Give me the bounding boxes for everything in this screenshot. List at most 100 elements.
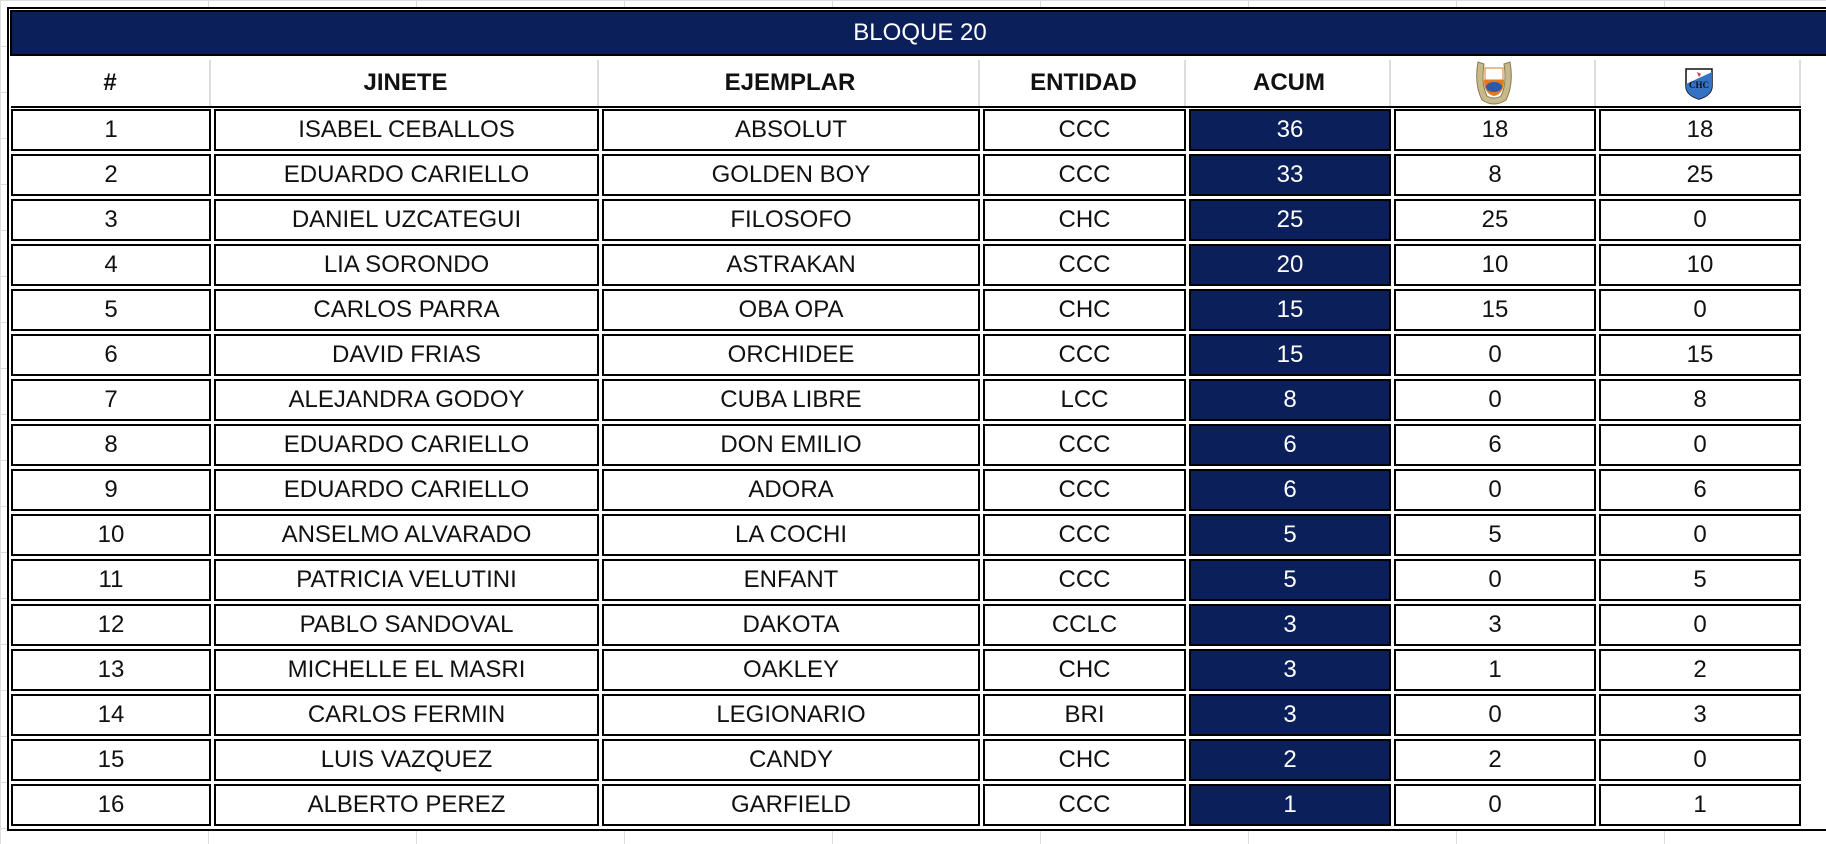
stage1-points-cell: 5 — [1394, 514, 1596, 556]
horse-cell: DON EMILIO — [602, 424, 980, 466]
rank-cell: 7 — [11, 379, 211, 421]
horse-cell: FILOSOFO — [602, 199, 980, 241]
stage2-points-cell: 0 — [1599, 424, 1801, 466]
column-header: ENTIDAD — [983, 60, 1186, 106]
stage2-points-cell: 18 — [1599, 109, 1801, 151]
table-row: 8 EDUARDO CARIELLO DON EMILIO CCC 6 6 0 — [11, 424, 1801, 466]
rank-cell: 13 — [11, 649, 211, 691]
horse-cell: LEGIONARIO — [602, 694, 980, 736]
standings-table: # JINETE EJEMPLAR ENTIDAD ACUM CHC 1 ISABEL CE… — [8, 57, 1804, 829]
rider-cell: ALEJANDRA GODOY — [214, 379, 599, 421]
entity-cell: CCC — [983, 109, 1186, 151]
entity-cell: CCC — [983, 424, 1186, 466]
stage1-points-cell: 1 — [1394, 649, 1596, 691]
rank-cell: 14 — [11, 694, 211, 736]
horse-cell: GARFIELD — [602, 784, 980, 826]
stage2-points-cell: 25 — [1599, 154, 1801, 196]
stage2-points-cell: 0 — [1599, 604, 1801, 646]
stage2-points-cell: 2 — [1599, 649, 1801, 691]
stage1-points-cell: 25 — [1394, 199, 1596, 241]
stage2-points-cell: 8 — [1599, 379, 1801, 421]
rank-cell: 5 — [11, 289, 211, 331]
entity-cell: CCC — [983, 559, 1186, 601]
column-header: ACUM — [1189, 60, 1391, 106]
stage1-points-cell: 0 — [1394, 559, 1596, 601]
rank-cell: 4 — [11, 244, 211, 286]
table-row: 15 LUIS VAZQUEZ CANDY CHC 2 2 0 — [11, 739, 1801, 781]
rider-cell: DAVID FRIAS — [214, 334, 599, 376]
entity-cell: CCC — [983, 154, 1186, 196]
stage2-points-cell: 10 — [1599, 244, 1801, 286]
rider-cell: MICHELLE EL MASRI — [214, 649, 599, 691]
stage2-points-cell: 0 — [1599, 289, 1801, 331]
stage1-points-cell: 15 — [1394, 289, 1596, 331]
horse-cell: DAKOTA — [602, 604, 980, 646]
rank-cell: 6 — [11, 334, 211, 376]
table-row: 1 ISABEL CEBALLOS ABSOLUT CCC 36 18 18 — [11, 109, 1801, 151]
rank-cell: 15 — [11, 739, 211, 781]
table-row: 3 DANIEL UZCATEGUI FILOSOFO CHC 25 25 0 — [11, 199, 1801, 241]
acum-cell: 6 — [1189, 469, 1391, 511]
standings-sheet: BLOQUE 20 # JINETE EJEMPLAR ENTIDAD ACUM CHC … — [7, 7, 1826, 831]
rider-cell: EDUARDO CARIELLO — [214, 469, 599, 511]
rider-cell: ALBERTO PEREZ — [214, 784, 599, 826]
svg-text:CHC: CHC — [1689, 80, 1709, 90]
stage1-points-cell: 0 — [1394, 784, 1596, 826]
stage2-points-cell: 15 — [1599, 334, 1801, 376]
entity-cell: CHC — [983, 649, 1186, 691]
table-row: 2 EDUARDO CARIELLO GOLDEN BOY CCC 33 8 25 — [11, 154, 1801, 196]
table-row: 5 CARLOS PARRA OBA OPA CHC 15 15 0 — [11, 289, 1801, 331]
acum-cell: 3 — [1189, 694, 1391, 736]
table-row: 16 ALBERTO PEREZ GARFIELD CCC 1 0 1 — [11, 784, 1801, 826]
stage2-points-cell: 6 — [1599, 469, 1801, 511]
stage2-points-cell: 3 — [1599, 694, 1801, 736]
rank-cell: 3 — [11, 199, 211, 241]
stage1-points-cell: 0 — [1394, 694, 1596, 736]
rider-cell: EDUARDO CARIELLO — [214, 424, 599, 466]
column-header: # — [11, 60, 211, 106]
stage2-points-cell: 0 — [1599, 199, 1801, 241]
rider-cell: CARLOS PARRA — [214, 289, 599, 331]
horse-cell: ABSOLUT — [602, 109, 980, 151]
stage1-points-cell: 0 — [1394, 469, 1596, 511]
table-row: 7 ALEJANDRA GODOY CUBA LIBRE LCC 8 0 8 — [11, 379, 1801, 421]
horse-cell: ADORA — [602, 469, 980, 511]
table-row: 6 DAVID FRIAS ORCHIDEE CCC 15 0 15 — [11, 334, 1801, 376]
acum-cell: 6 — [1189, 424, 1391, 466]
rank-cell: 8 — [11, 424, 211, 466]
acum-cell: 5 — [1189, 514, 1391, 556]
acum-cell: 3 — [1189, 649, 1391, 691]
horse-cell: OAKLEY — [602, 649, 980, 691]
rider-cell: PABLO SANDOVAL — [214, 604, 599, 646]
horse-cell: ORCHIDEE — [602, 334, 980, 376]
stage2-points-cell: 0 — [1599, 514, 1801, 556]
stage1-points-cell: 0 — [1394, 379, 1596, 421]
acum-cell: 8 — [1189, 379, 1391, 421]
acum-cell: 5 — [1189, 559, 1391, 601]
acum-cell: 15 — [1189, 289, 1391, 331]
table-row: 10 ANSELMO ALVARADO LA COCHI CCC 5 5 0 — [11, 514, 1801, 556]
horse-cell: OBA OPA — [602, 289, 980, 331]
horse-cell: ENFANT — [602, 559, 980, 601]
rank-cell: 1 — [11, 109, 211, 151]
entity-cell: CCC — [983, 784, 1186, 826]
acum-cell: 36 — [1189, 109, 1391, 151]
horse-cell: CUBA LIBRE — [602, 379, 980, 421]
table-row: 9 EDUARDO CARIELLO ADORA CCC 6 0 6 — [11, 469, 1801, 511]
rank-cell: 11 — [11, 559, 211, 601]
acum-cell: 3 — [1189, 604, 1391, 646]
club-crest-horseshoe-icon — [1394, 60, 1596, 106]
stage1-points-cell: 10 — [1394, 244, 1596, 286]
entity-cell: CCC — [983, 514, 1186, 556]
rider-cell: EDUARDO CARIELLO — [214, 154, 599, 196]
rider-cell: LIA SORONDO — [214, 244, 599, 286]
stage1-points-cell: 18 — [1394, 109, 1596, 151]
table-row: 4 LIA SORONDO ASTRAKAN CCC 20 10 10 — [11, 244, 1801, 286]
stage1-points-cell: 2 — [1394, 739, 1596, 781]
stage2-points-cell: 1 — [1599, 784, 1801, 826]
rank-cell: 12 — [11, 604, 211, 646]
horse-cell: ASTRAKAN — [602, 244, 980, 286]
entity-cell: CHC — [983, 199, 1186, 241]
stage1-points-cell: 0 — [1394, 334, 1596, 376]
rider-cell: LUIS VAZQUEZ — [214, 739, 599, 781]
